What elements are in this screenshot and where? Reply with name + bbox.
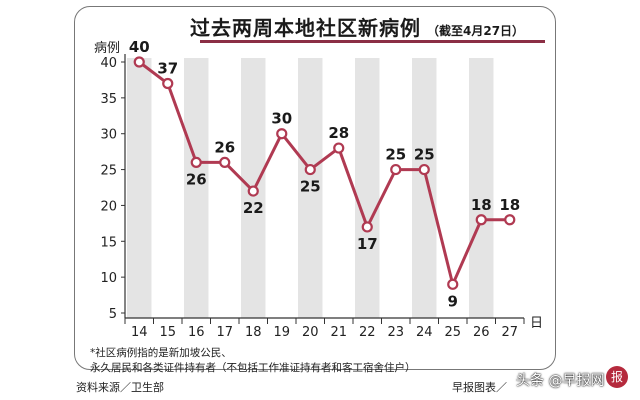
x-tick-label: 18 <box>245 325 262 340</box>
footnote-line-2: 永久居民和各类证件持有者（不包括工作准证持有者和客工宿舍住户） <box>90 362 416 374</box>
newspaper-logo-icon: 报 <box>606 366 628 388</box>
y-tick-label: 30 <box>100 128 117 143</box>
data-points <box>133 56 516 290</box>
chart-header: 过去两周本地社区新病例 （截至4月27日） <box>190 12 550 42</box>
y-tick-label: 10 <box>100 271 117 286</box>
y-tick-label: 20 <box>100 199 117 214</box>
data-point <box>361 221 373 233</box>
x-tick-label: 24 <box>416 325 433 340</box>
data-label: 28 <box>328 124 349 142</box>
data-label: 18 <box>499 196 520 214</box>
data-label: 30 <box>271 110 292 128</box>
chart-subtitle: （截至4月27日） <box>427 24 525 38</box>
x-tick-label: 26 <box>473 325 490 340</box>
data-label: 9 <box>448 292 458 310</box>
data-point <box>162 77 174 90</box>
column-stripe <box>127 58 152 318</box>
data-label: 25 <box>300 178 321 196</box>
y-tick-label: 40 <box>100 56 117 71</box>
column-stripe <box>412 58 437 318</box>
y-tick-label: 25 <box>100 164 117 179</box>
graphic-credit: 早报图表／ <box>452 381 507 394</box>
x-tick-label: 27 <box>501 325 518 340</box>
data-point <box>190 156 202 168</box>
data-point <box>390 163 402 176</box>
x-axis-label: 日 <box>530 316 543 331</box>
data-point <box>333 142 345 154</box>
data-label: 26 <box>214 138 235 156</box>
footnote: *社区病例指的是新加坡公民、 永久居民和各类证件持有者（不包括工作准证持有者和客… <box>90 346 416 376</box>
data-point <box>304 163 316 176</box>
data-point <box>418 163 430 176</box>
y-axis-label: 病例 <box>94 41 120 56</box>
data-label: 25 <box>414 146 435 164</box>
column-stripe <box>298 58 323 318</box>
data-label: 25 <box>385 146 406 164</box>
y-tick-label: 15 <box>100 235 117 250</box>
title-underline <box>200 40 545 43</box>
data-source: 资料来源／卫生部 <box>76 381 164 394</box>
column-stripe <box>469 58 494 318</box>
data-point <box>475 214 487 226</box>
data-point <box>133 56 145 68</box>
data-labels: 40 37 26 26 22 30 25 28 17 25 25 9 18 18 <box>129 38 520 310</box>
column-stripes <box>127 58 494 318</box>
x-tick-label: 14 <box>131 325 148 340</box>
watermark-text: 头条 @早报网 <box>516 373 605 389</box>
data-label: 18 <box>471 196 492 214</box>
data-point <box>276 128 288 140</box>
x-tick-label: 21 <box>330 325 347 340</box>
data-label: 22 <box>243 199 264 217</box>
x-tick-label: 15 <box>159 325 176 340</box>
column-stripe <box>355 58 380 318</box>
data-label: 40 <box>129 38 150 56</box>
x-tick-label: 19 <box>273 325 290 340</box>
data-point <box>504 214 516 226</box>
y-tick-label: 35 <box>100 92 117 107</box>
x-tick-label: 20 <box>302 325 319 340</box>
column-stripe <box>184 58 209 318</box>
data-label: 26 <box>186 170 207 188</box>
x-tick-label: 22 <box>359 325 376 340</box>
chart-title: 过去两周本地社区新病例 <box>190 16 421 40</box>
data-label: 37 <box>157 60 178 78</box>
x-tick-label: 25 <box>444 325 461 340</box>
data-point <box>219 156 231 168</box>
axes: 病例日 5 10 15 20 25 30 35 40 14 15 16 17 18 19 20 21 22 23 24… <box>94 41 543 340</box>
x-tick-label: 17 <box>216 325 233 340</box>
data-point <box>247 185 259 197</box>
data-point <box>447 278 459 290</box>
footnote-line-1: *社区病例指的是新加坡公民、 <box>90 347 232 359</box>
x-tick-label: 16 <box>188 325 205 340</box>
y-tick-label: 5 <box>109 307 117 322</box>
data-label: 17 <box>357 235 378 253</box>
x-tick-label: 23 <box>387 325 404 340</box>
